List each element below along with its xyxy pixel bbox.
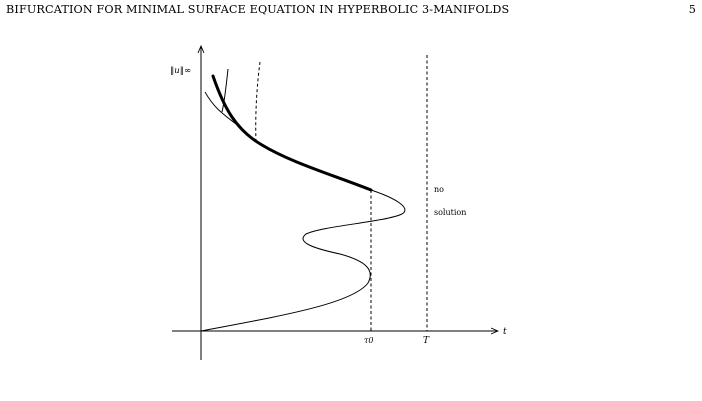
running-title: BIFURCATION FOR MINIMAL SURFACE EQUATION…: [6, 3, 510, 16]
tau0-tick-label: τ0: [364, 336, 374, 345]
y-axis-label: ‖u‖∞: [170, 66, 191, 76]
page-number: 5: [688, 3, 696, 16]
no-solution-label-line1: no: [434, 185, 444, 194]
no-solution-label-line2: solution: [434, 208, 466, 217]
x-axis-label: t: [503, 327, 507, 337]
thin-branch-left: [204, 91, 237, 125]
dashed-asymptote-curve: [255, 61, 261, 144]
thin-solution-branch: [200, 189, 406, 332]
T-tick-label: T: [423, 336, 430, 346]
thin-branch-right: [221, 68, 229, 113]
thick-solution-branch: [211, 74, 373, 192]
